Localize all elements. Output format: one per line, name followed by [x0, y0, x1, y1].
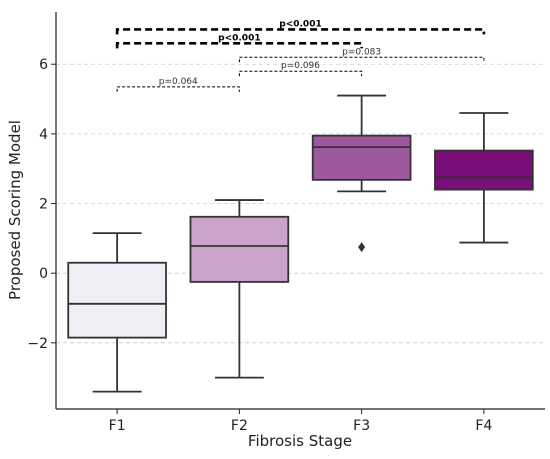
- x-tick-label: F2: [231, 418, 248, 434]
- x-ticks: F1 F2 F3 F4: [109, 409, 492, 434]
- box-f3: [311, 94, 412, 253]
- y-axis-title: Proposed Scoring Model: [6, 120, 24, 300]
- y-tick-label: 0: [39, 266, 48, 282]
- significance-brackets: p=0.064 p=0.096 p=0.083 p<0.001 p<0.001: [115, 19, 486, 92]
- bracket-line: [238, 56, 485, 63]
- boxes: [67, 94, 534, 393]
- p-value-label: p=0.096: [281, 61, 320, 71]
- x-axis-title: Fibrosis Stage: [248, 432, 352, 450]
- box-iqr: [189, 215, 290, 283]
- significance-bracket: p=0.064: [116, 77, 240, 92]
- y-ticks: −2 0 2 4 6: [27, 57, 56, 352]
- x-tick-label: F4: [475, 418, 492, 434]
- significance-bracket: p<0.001: [115, 19, 486, 35]
- box-f2: [189, 199, 290, 379]
- significance-bracket: p<0.001: [115, 33, 363, 49]
- x-tick-label: F3: [353, 418, 370, 434]
- y-tick-label: 4: [39, 127, 48, 143]
- p-value-label: p<0.001: [218, 33, 260, 43]
- significance-bracket: p=0.083: [238, 47, 485, 63]
- p-value-label: p=0.064: [159, 77, 198, 87]
- box-f1: [67, 232, 167, 393]
- y-tick-label: −2: [27, 336, 48, 352]
- gridlines: [56, 63, 545, 344]
- y-tick-label: 6: [39, 57, 48, 73]
- p-value-label: p=0.083: [342, 47, 381, 57]
- box-iqr: [311, 134, 412, 181]
- x-tick-label: F1: [109, 418, 126, 434]
- y-tick-label: 2: [39, 197, 48, 213]
- p-value-label: p<0.001: [279, 19, 321, 29]
- box-f4: [434, 112, 534, 244]
- outlier-point: [358, 242, 366, 253]
- box-iqr: [67, 261, 167, 339]
- bracket-line: [115, 42, 363, 49]
- bracket-line: [238, 70, 363, 77]
- bracket-line: [115, 28, 486, 35]
- significance-bracket: p=0.096: [238, 61, 363, 77]
- bracket-line: [116, 86, 240, 92]
- box-iqr: [434, 149, 534, 191]
